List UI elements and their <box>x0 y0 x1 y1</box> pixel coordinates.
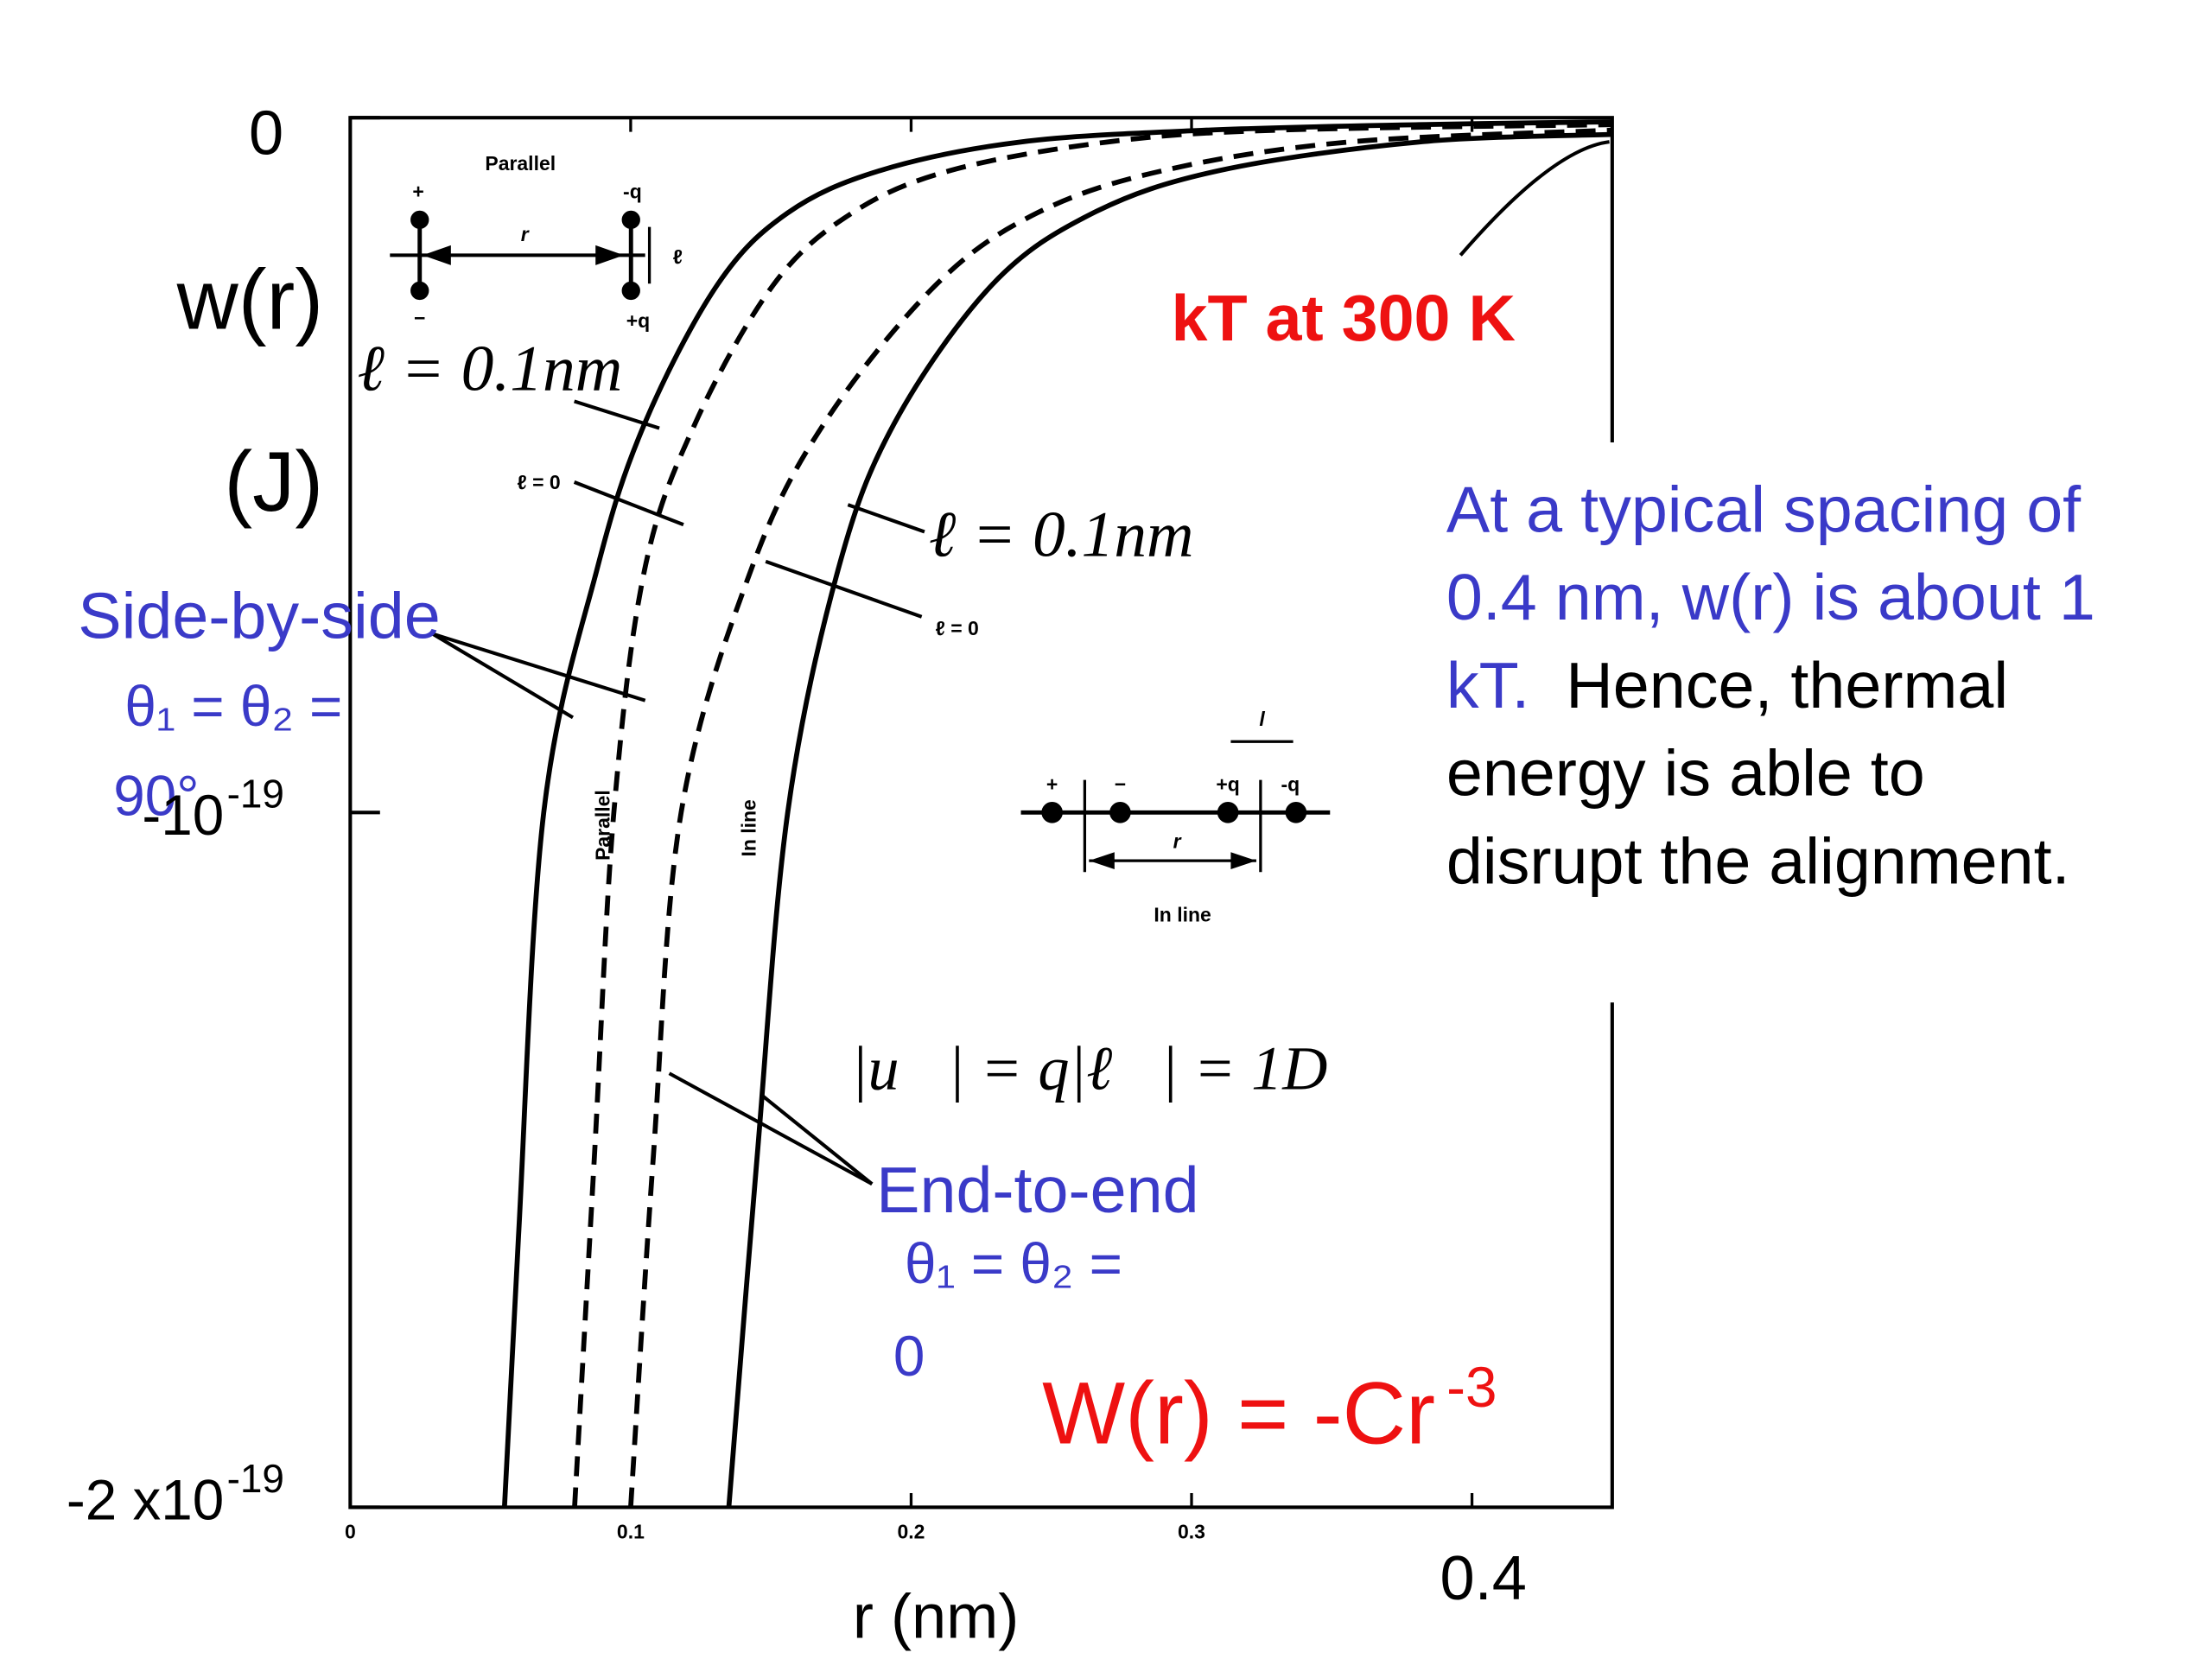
diagram-label: r <box>521 223 530 245</box>
x-tick-label: 0.3 <box>1178 1521 1205 1543</box>
dipole-formula: |u⃗| = q|ℓ⃗| = 1D <box>851 1033 1328 1103</box>
y-axis-label: w(r) <box>176 252 323 347</box>
scan-label: ℓ = 0 <box>517 471 560 493</box>
diagram-label: l <box>1259 708 1265 730</box>
length-label: ℓ = 0.1nm <box>358 333 623 404</box>
pointers <box>431 140 1610 1186</box>
charge <box>1285 802 1307 823</box>
arrow-head <box>1089 852 1115 869</box>
charge <box>1041 802 1063 823</box>
pointer <box>573 480 684 527</box>
charge <box>621 210 640 230</box>
scan-label: In line <box>1154 904 1211 926</box>
diagram-label: -q <box>623 181 642 203</box>
arrow-head <box>423 245 451 265</box>
plot-area <box>348 116 1614 1510</box>
length-label: ℓ = 0.1nm <box>929 499 1194 570</box>
pointer <box>847 503 925 534</box>
side-angle: θ₁ = θ₂ = <box>124 675 342 738</box>
end-angle: 0 <box>893 1325 925 1388</box>
x-tick-label: 0.1 <box>617 1521 645 1543</box>
parallel-diagram <box>390 210 652 301</box>
curve <box>726 131 1612 1508</box>
diagram-label: -q <box>1281 773 1300 796</box>
inline-diagram <box>1020 740 1331 873</box>
arrow-head <box>1230 852 1256 869</box>
pointer <box>431 632 646 702</box>
diagram-label: ℓ <box>673 245 683 268</box>
scan-label: Parallel <box>592 790 614 861</box>
y-axis-label: (J) <box>224 434 323 529</box>
note: At a typical spacing of 0.4 nm, w(r) is … <box>1446 465 2106 905</box>
note-box: At a typical spacing of 0.4 nm, w(r) is … <box>1446 465 2106 905</box>
x-tick-label: 0 <box>345 1521 356 1543</box>
x-tick-label: 0.2 <box>897 1521 925 1543</box>
curve <box>501 119 1612 1508</box>
pointer <box>431 632 575 720</box>
diagram-label: + <box>412 181 423 203</box>
diagram-label: +q <box>1216 773 1239 796</box>
note-black: Hence, thermal energy is able to disrupt… <box>1446 647 2070 898</box>
side-by-side-label: Side-by-side <box>78 579 440 652</box>
side-angle: 90° <box>113 765 199 828</box>
kt-label: kT at 300 K <box>1171 282 1516 354</box>
y-tick-exponent: -19 <box>227 771 284 816</box>
charge <box>1109 802 1131 823</box>
pointer <box>668 1071 874 1186</box>
diagram-label: +q <box>626 309 650 332</box>
charge <box>1217 802 1239 823</box>
scan-label: Parallel <box>485 152 556 175</box>
pointer <box>765 559 923 619</box>
arrow-head <box>595 245 625 265</box>
formula-exponent: -3 <box>1446 1356 1497 1419</box>
charge <box>621 281 640 301</box>
charge <box>410 281 429 301</box>
note-blue: At a typical spacing of 0.4 nm, w(r) is … <box>1446 472 2095 722</box>
curve <box>628 127 1612 1508</box>
y-tick-label: 0 <box>249 99 283 168</box>
y-tick-label: -10 <box>142 784 224 847</box>
diagram-label: r <box>1173 830 1182 852</box>
scan-label: In line <box>738 799 760 856</box>
diagram-label: + <box>1046 773 1058 796</box>
diagram-label: − <box>414 307 425 329</box>
y-tick-exponent: -19 <box>227 1456 284 1501</box>
x-tick-label: 0.4 <box>1440 1544 1527 1613</box>
note-background <box>1434 442 1648 1003</box>
x-axis-label: r (nm) <box>853 1582 1019 1651</box>
pointer <box>573 399 660 430</box>
curve <box>572 122 1612 1508</box>
diagram-label: − <box>1115 773 1126 796</box>
charge <box>410 210 429 230</box>
end-angle: θ₁ = θ₂ = <box>905 1232 1122 1295</box>
y-tick-label: -2 x10 <box>67 1468 224 1531</box>
end-to-end-label: End-to-end <box>876 1154 1198 1226</box>
scan-label: ℓ = 0 <box>936 617 979 639</box>
formula: W(r) = -Cr <box>1042 1364 1435 1463</box>
pointer <box>761 1094 874 1185</box>
pointer <box>1459 140 1610 257</box>
